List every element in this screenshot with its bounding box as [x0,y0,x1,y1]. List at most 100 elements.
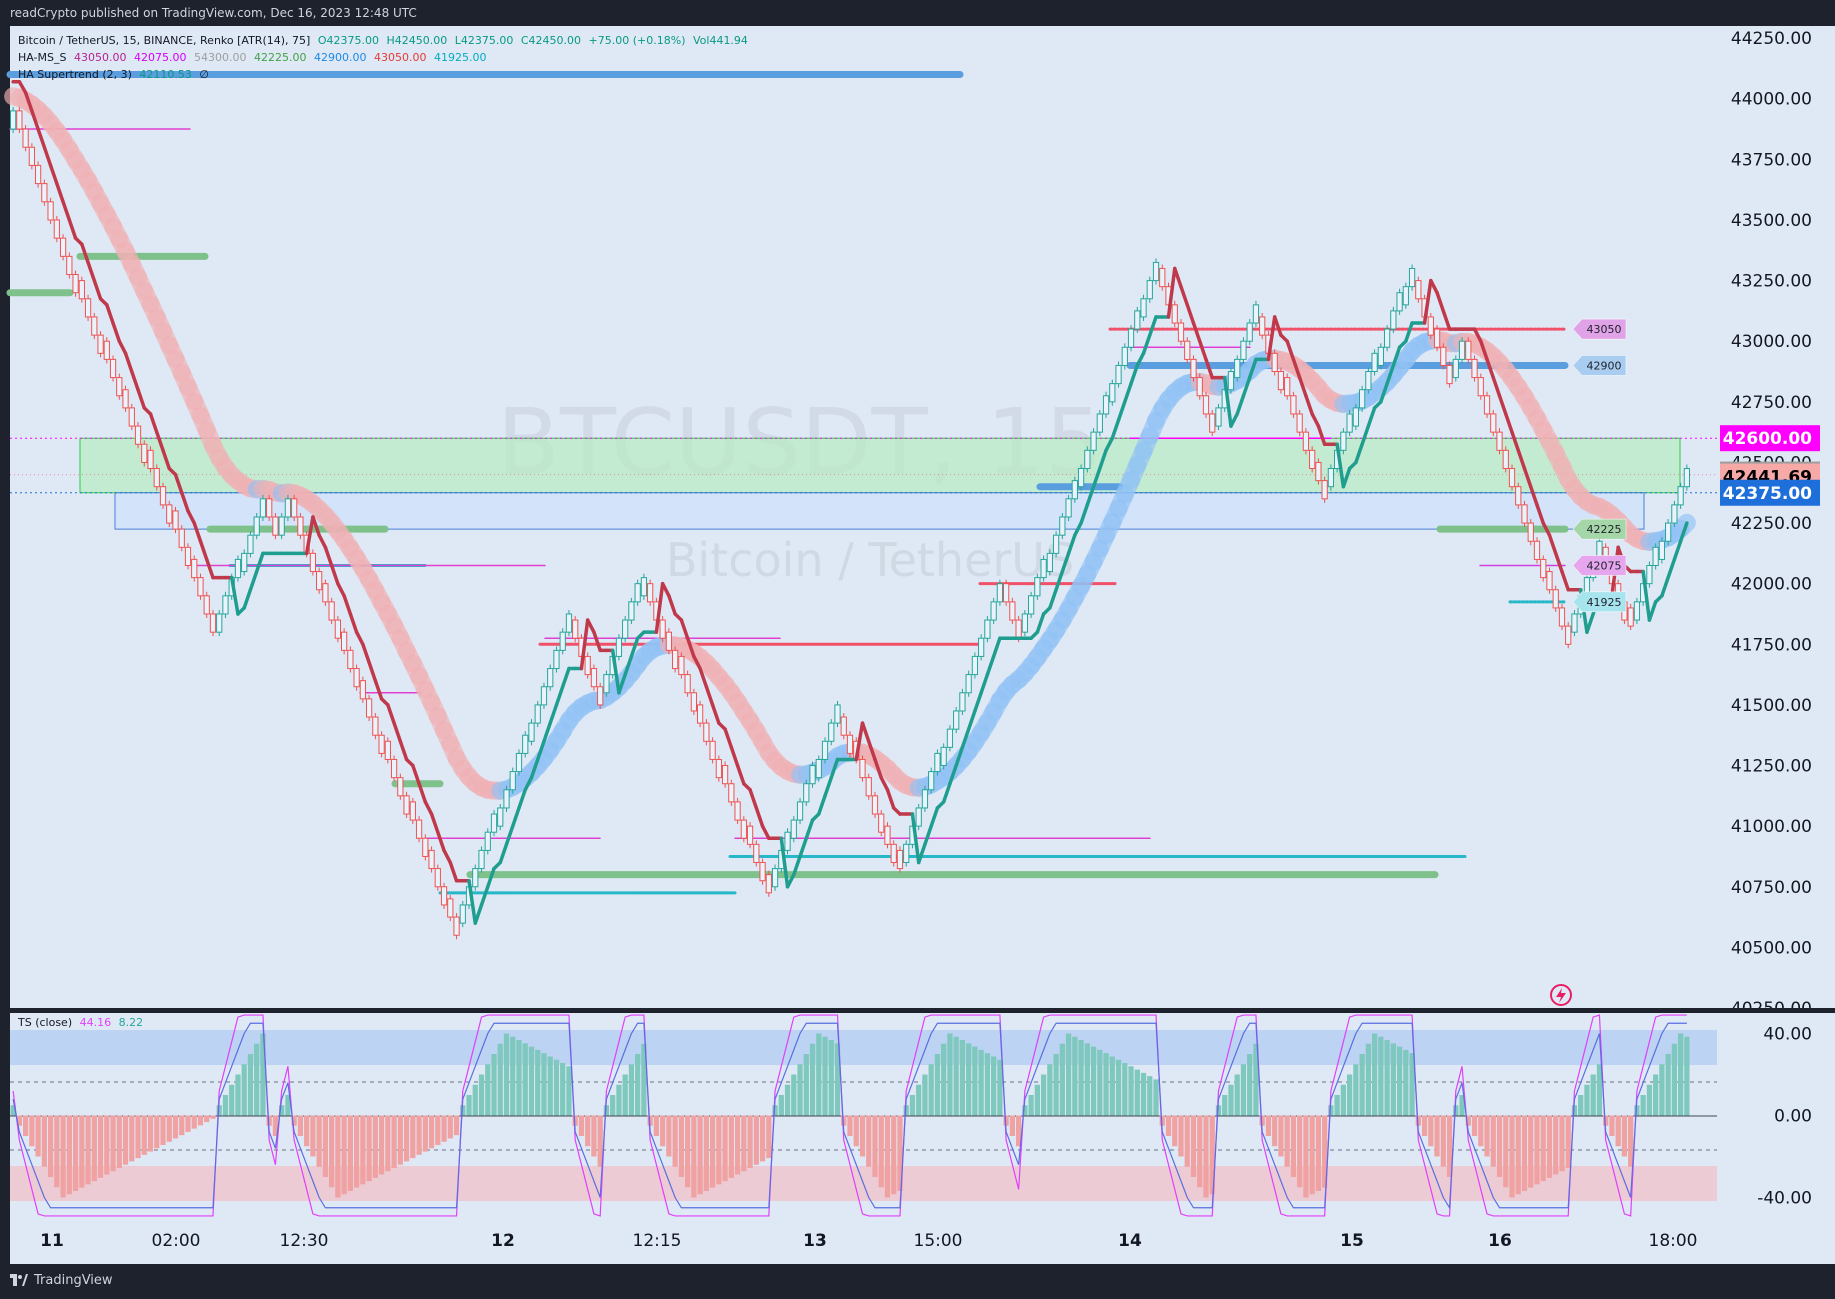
supertrend-segment [1054,569,1065,592]
renko-brick [1227,371,1235,391]
supertrend-segment [1479,339,1489,362]
supertrend-segment [130,369,140,392]
supertrend-segment [523,775,534,792]
renko-brick [197,577,204,597]
renko-brick [109,358,117,379]
supertrend-segment [1316,424,1327,447]
supertrend-segment [1229,412,1239,428]
renko-brick [1458,340,1466,360]
supertrend-segment [173,472,184,495]
renko-brick [316,571,323,591]
supertrend-segment [1385,363,1396,386]
renko-brick [528,722,535,742]
supertrend-segment [1297,375,1308,398]
supertrend-segment [879,775,890,792]
level-tags-layer: 43050 42900 42225 42075 41925 [1572,318,1627,613]
supertrend-segment [192,521,203,543]
supertrend-segment [548,703,559,725]
renko-brick [116,377,123,397]
supertrend-segment [1366,406,1377,428]
legend-symbol-name: Bitcoin / TetherUS, 15, BINANCE, Renko [… [18,34,311,47]
ts-legend[interactable]: TS (close) 44.16 8.22 [18,1016,147,1029]
renko-brick [1096,413,1103,433]
renko-brick [515,752,523,773]
supertrend-name: HA Supertrend (2, 3) [18,68,132,81]
main-pane[interactable]: BTCUSDT, 15 Bitcoin / TetherUS 430504290… [4,26,1717,1008]
renko-brick [341,631,348,651]
renko-brick [191,558,198,579]
renko-brick [10,110,17,130]
time-axis[interactable]: 11 02:00 12:30 12 12:15 13 15:00 14 15 16 18:00 [10,1218,1835,1264]
supertrend-segment [1441,309,1452,331]
renko-brick [1627,607,1634,627]
renko-brick [178,528,185,548]
supertrend-segment [42,145,53,168]
renko-brick [397,777,404,797]
renko-brick [334,619,342,639]
supertrend-segment [973,691,983,713]
alert-icon[interactable] [1550,984,1572,1006]
renko-brick [1059,516,1066,536]
renko-brick [871,795,879,815]
renko-brick [540,686,548,706]
oscillator-axis[interactable]: 40.00 0.00 -40.00 [1757,1025,1812,1209]
time-tick-label: 18:00 [1649,1231,1698,1251]
supertrend-segment [1185,303,1196,325]
supertrend-segment [729,745,740,768]
supertrend-segment [610,648,621,695]
supertrend-layer [11,80,1689,925]
renko-brick [584,655,591,676]
supertrend-segment [136,387,147,410]
renko-brick [1658,540,1666,560]
ts-name: TS (close) [18,1016,73,1029]
supertrend-segment [1179,284,1189,307]
renko-brick [1352,407,1359,427]
supertrend-segment [1472,327,1483,343]
level-tag-shape [1572,591,1627,613]
pane-separator[interactable] [0,1008,1835,1013]
price-axis[interactable]: 44250.00 44000.00 43750.00 43500.00 43250.00… [1717,26,1835,1019]
renko-brick [259,498,267,518]
renko-brick [1371,352,1378,373]
supertrend-segment [592,630,602,653]
supertrend-segment [792,854,802,877]
renko-brick [809,765,816,785]
supertrend-legend[interactable]: HA Supertrend (2, 3) 42110.53 ∅ [18,68,213,81]
supertrend-segment [92,278,103,301]
hams-legend[interactable]: HA-MS_S 43050.00 42075.00 54300.00 42225… [18,51,490,64]
oscillator-pane[interactable]: 40.00 0.00 -40.00 [10,1013,1835,1218]
supertrend-segment [910,812,921,865]
time-tick-label: 15 [1340,1231,1364,1251]
supertrend-segment [1504,412,1514,434]
renko-brick [415,819,423,839]
renko-brick [1321,480,1328,500]
renko-brick [297,516,304,536]
renko-brick [1565,625,1572,645]
footer-brand: TradingView [34,1273,113,1288]
renko-brick [1527,522,1534,542]
supertrend-segment [23,90,34,113]
level-tag-label: 42075 [1587,559,1622,572]
supertrend-segment [311,515,321,537]
renko-brick [1383,328,1391,348]
renko-brick [603,674,610,694]
renko-brick [803,783,810,803]
renko-brick [478,849,485,870]
time-tick-label: 12:30 [280,1231,329,1251]
legend-high: H42450.00 [386,34,448,47]
symbol-legend[interactable]: Bitcoin / TetherUS, 15, BINANCE, Renko [… [18,34,752,47]
supertrend-segment [1204,357,1214,380]
zone-box [114,492,1645,530]
renko-brick [884,825,891,845]
hams-value-2: 42075.00 [133,51,187,64]
renko-brick [1009,601,1016,621]
renko-brick [790,819,797,839]
renko-brick [203,595,210,615]
supertrend-segment [392,721,403,744]
renko-brick [1140,298,1147,318]
renko-brick [241,552,248,573]
time-tick-label: 12 [491,1231,515,1251]
renko-brick [678,655,685,676]
tradingview-logo[interactable]: TradingView [10,1273,113,1288]
chart-canvas[interactable]: BTCUSDT, 15 Bitcoin / TetherUS 430504290… [0,26,1835,1264]
